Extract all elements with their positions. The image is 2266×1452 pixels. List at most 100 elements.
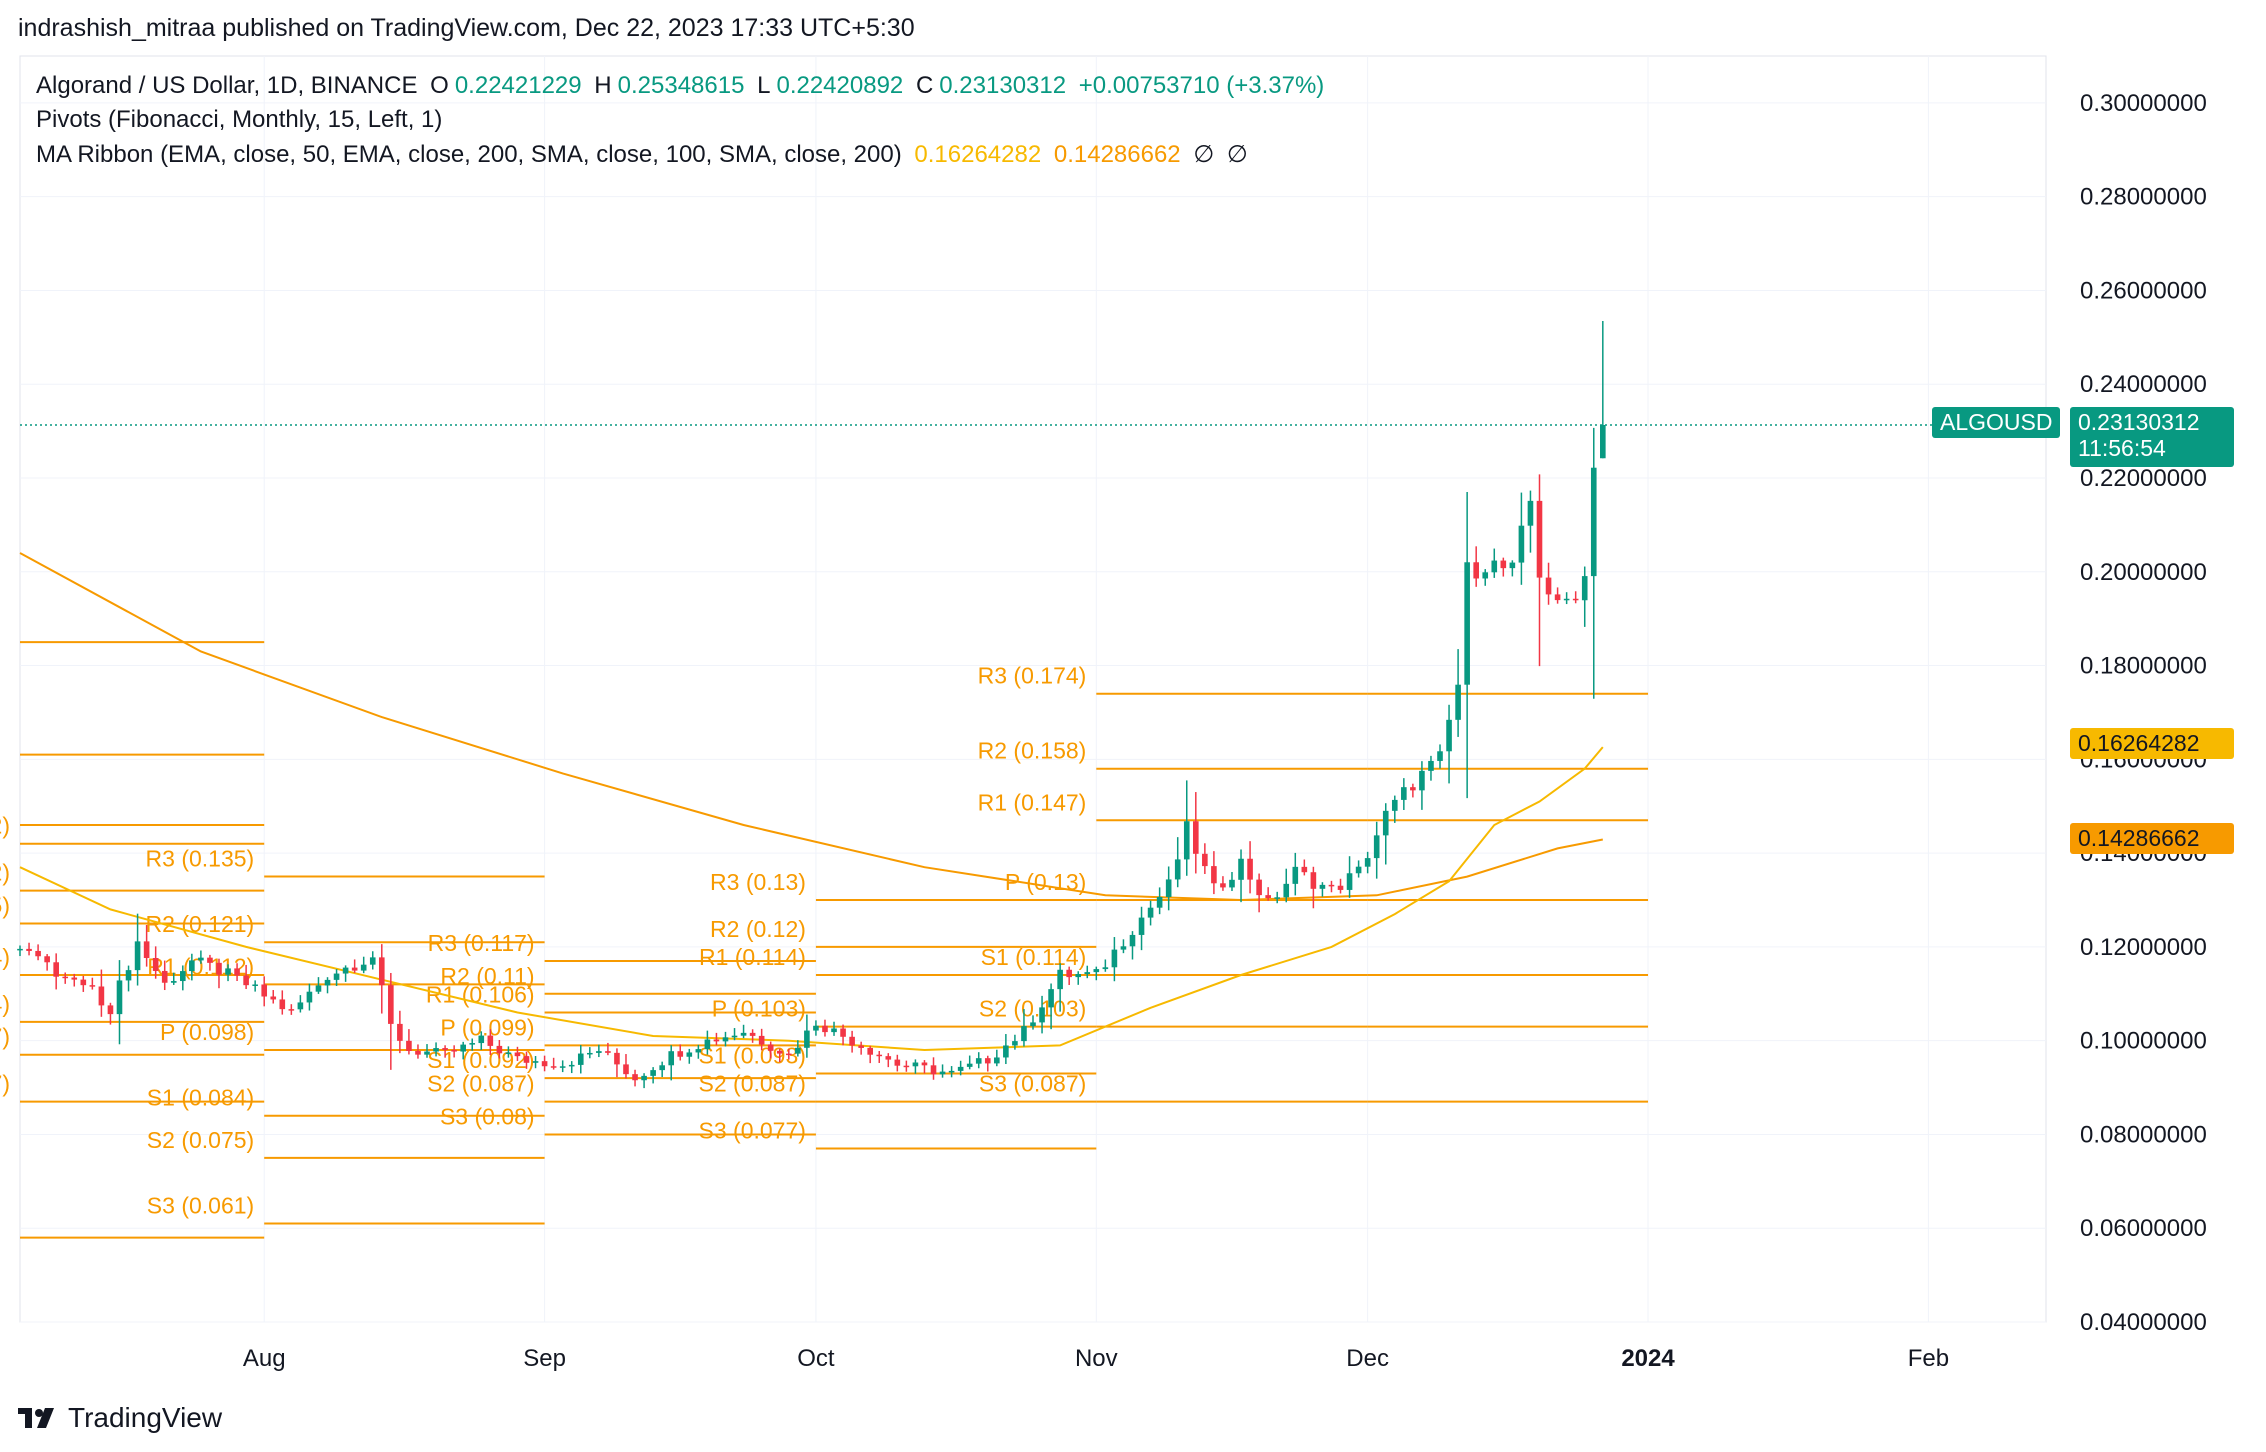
candle-body [1455,684,1461,720]
symbol-tag: ALGOUSD [1932,407,2061,438]
candle [279,990,286,1015]
candle [831,1021,837,1036]
candle-body [1129,934,1136,947]
candle-body [668,1051,675,1066]
candle [1292,852,1299,896]
candle-body [1563,598,1570,601]
candle-body [885,1056,892,1060]
candle [1473,546,1479,587]
legend-pivots[interactable]: Pivots (Fibonacci, Monthly, 15, Left, 1) [36,106,443,133]
candle-body [1030,1022,1036,1027]
pivot-label-r3: R3 (0.117) [428,930,535,956]
candle-body [568,1064,575,1067]
candle-body [994,1057,1000,1064]
candle [496,1039,503,1059]
candle-body [1102,967,1109,970]
candle [840,1024,846,1046]
y-tick-label: 0.26000000 [2080,277,2207,304]
candle-body [1310,872,1317,889]
candle-body [1093,969,1100,973]
candle [1039,995,1045,1034]
candle [1211,851,1217,895]
candle [541,1055,548,1072]
candle [1572,591,1579,604]
candle [98,969,105,1017]
candle [1183,780,1190,876]
candle-body [785,1053,792,1056]
pivot-label-s1: S1 (0.093) [699,1042,806,1068]
candle-body [1211,866,1217,884]
candle-body [44,956,50,963]
candle-body [1464,562,1470,685]
candle-body [695,1049,702,1053]
pivot-label-s2: S2 (0.097) [0,1024,10,1050]
candle [1545,562,1552,605]
candle-body [1446,719,1452,752]
candle-body [1346,873,1353,890]
y-tick-label: 0.10000000 [2080,1028,2207,1055]
candle-body [559,1066,566,1068]
candle-body [1527,500,1534,526]
candle [1030,1015,1036,1030]
candle [858,1041,864,1055]
candle [1527,490,1534,553]
candle-body [53,962,59,977]
candle [369,951,376,970]
candle-body [1509,562,1516,569]
candle [921,1060,928,1074]
candle-body [532,1061,539,1063]
low-value: 0.22420892 [776,72,904,99]
legend-ohlc[interactable]: Algorand / US Dollar, 1D, BINANCE O 0.224… [36,72,1330,100]
tradingview-logo-icon [18,1408,54,1428]
candle-body [849,1036,855,1046]
candle-body [641,1075,647,1081]
candle [713,1032,720,1046]
candle [270,990,277,1004]
candle [487,1029,494,1055]
candle-body [1428,760,1434,771]
ema200-line [19,552,1603,902]
high-value: 0.25348615 [617,72,745,99]
candle-body [948,1070,955,1073]
candle-body [1545,577,1552,595]
candle [876,1051,883,1063]
candle [44,954,50,971]
candle-body [297,1002,304,1010]
x-tick-label: 2024 [1621,1345,1675,1372]
candle-body [198,957,204,961]
y-tick-label: 0.18000000 [2080,653,2207,680]
candle-body [478,1035,485,1044]
pivot-label-r1: R1 (0.114) [699,944,806,970]
candle [460,1041,466,1060]
candle [442,1045,448,1058]
candle [1021,1009,1027,1047]
brand-name: TradingView [68,1402,223,1433]
legend-ma-ribbon[interactable]: MA Ribbon (EMA, close, 50, EMA, close, 2… [36,140,1254,169]
y-tick-label: 0.04000000 [2080,1309,2207,1336]
candle-body [659,1065,665,1071]
candle [1102,959,1109,972]
candle [1012,1034,1018,1050]
high-label: H [594,72,612,99]
candle [170,972,177,985]
candle-body [1473,562,1479,579]
candle [704,1030,711,1055]
candle [469,1038,476,1051]
pivot-label-s2: S2 (0.087) [699,1071,806,1097]
candle [1500,557,1507,577]
y-tick-label: 0.08000000 [2080,1121,2207,1148]
candle [1581,566,1588,627]
candle-body [550,1066,557,1068]
tradingview-brand[interactable]: TradingView [18,1402,222,1434]
candle-body [1084,972,1091,975]
candle-body [1401,787,1407,800]
y-tick-label: 0.20000000 [2080,559,2207,586]
candle [939,1064,946,1078]
publisher-line: indrashish_mitraa published on TradingVi… [18,14,915,42]
candle-body [1491,560,1498,573]
y-tick-label: 0.24000000 [2080,371,2207,398]
candle [152,946,159,979]
pivot-label-s3: S3 (0.087) [979,1071,1086,1097]
candle-body [767,1044,774,1051]
